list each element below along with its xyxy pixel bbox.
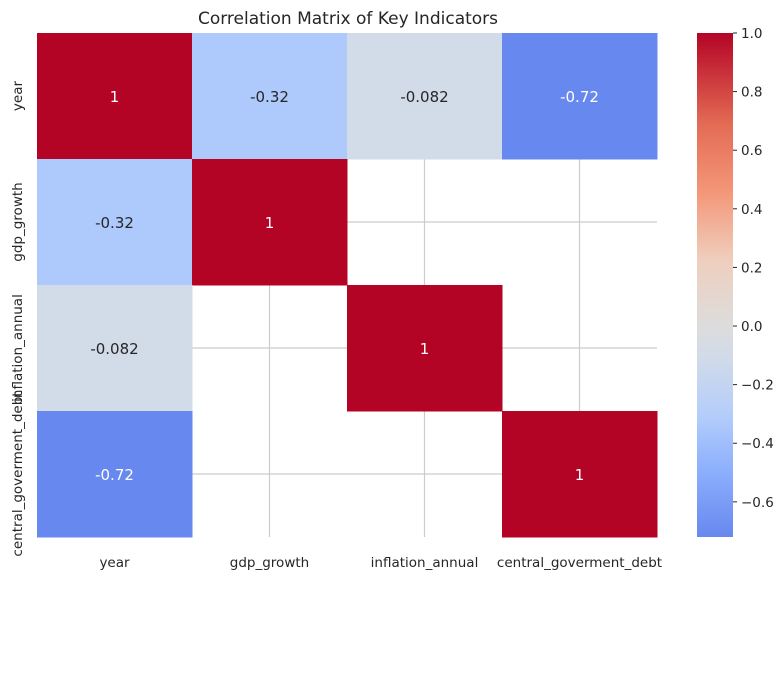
chart-title: Correlation Matrix of Key Indicators [198,9,498,29]
colorbar-tick-label: 1.0 [741,26,762,42]
colorbar-tick-label: −0.2 [741,378,774,394]
heatmap-cell [347,285,503,412]
cell-value-label: -0.32 [95,214,134,232]
heatmap-cell [37,411,193,538]
cell-value-label: 1 [265,214,275,232]
x-tick-label: inflation_annual [371,555,479,571]
heatmap-cell [37,285,193,412]
cell-value-label: 1 [575,466,585,484]
colorbar-tick-label: −0.4 [741,436,774,452]
y-tick-label: year [10,80,26,111]
colorbar-tick-label: 0.6 [741,143,762,159]
colorbar-tick-label: 0.0 [741,319,762,335]
heatmap-cell [502,33,658,160]
colorbar [697,33,733,537]
heatmap-cell [192,33,348,160]
cell-labels: 1 -0.32 -0.082 -0.72 -0.32 1 -0.082 1 -0.72 1 [90,88,599,484]
x-tick-labels: year gdp_growth inflation_annual central_go… [99,555,662,571]
y-tick-label: central_goverment_debt [10,391,26,556]
heatmap-cells [37,33,658,538]
cell-value-label: -0.082 [400,88,448,106]
y-tick-labels: year gdp_growth inflation_annualcentral_go… [10,80,26,556]
cell-value-label: -0.32 [250,88,289,106]
colorbar-tick-label: −0.6 [741,495,774,511]
colorbar-tick-label: 0.4 [741,202,762,218]
cell-value-label: -0.72 [95,466,134,484]
x-tick-label: gdp_growth [230,555,309,571]
heatmap-cell [347,33,503,160]
colorbar-tick-label: 0.2 [741,260,762,276]
colorbar-ticks: 1.0 0.8 0.6 0.4 0.2 0.0 −0.2 −0.4 −0.6 [733,26,774,511]
cell-value-label: 1 [110,88,120,106]
y-tick-label: inflation_annual [10,294,26,402]
heatmap-cell [37,159,193,286]
x-tick-label: central_goverment_debt [497,555,662,571]
cell-value-label: -0.72 [560,88,599,106]
cell-value-label: 1 [420,340,430,358]
heatmap-cell [502,411,658,538]
colorbar-tick-label: 0.8 [741,85,762,101]
cell-value-label: -0.082 [90,340,138,358]
y-tick-label: gdp_growth [10,182,26,261]
x-tick-label: year [99,555,130,571]
heatmap-cell [192,159,348,286]
heatmap-cell [37,33,193,160]
